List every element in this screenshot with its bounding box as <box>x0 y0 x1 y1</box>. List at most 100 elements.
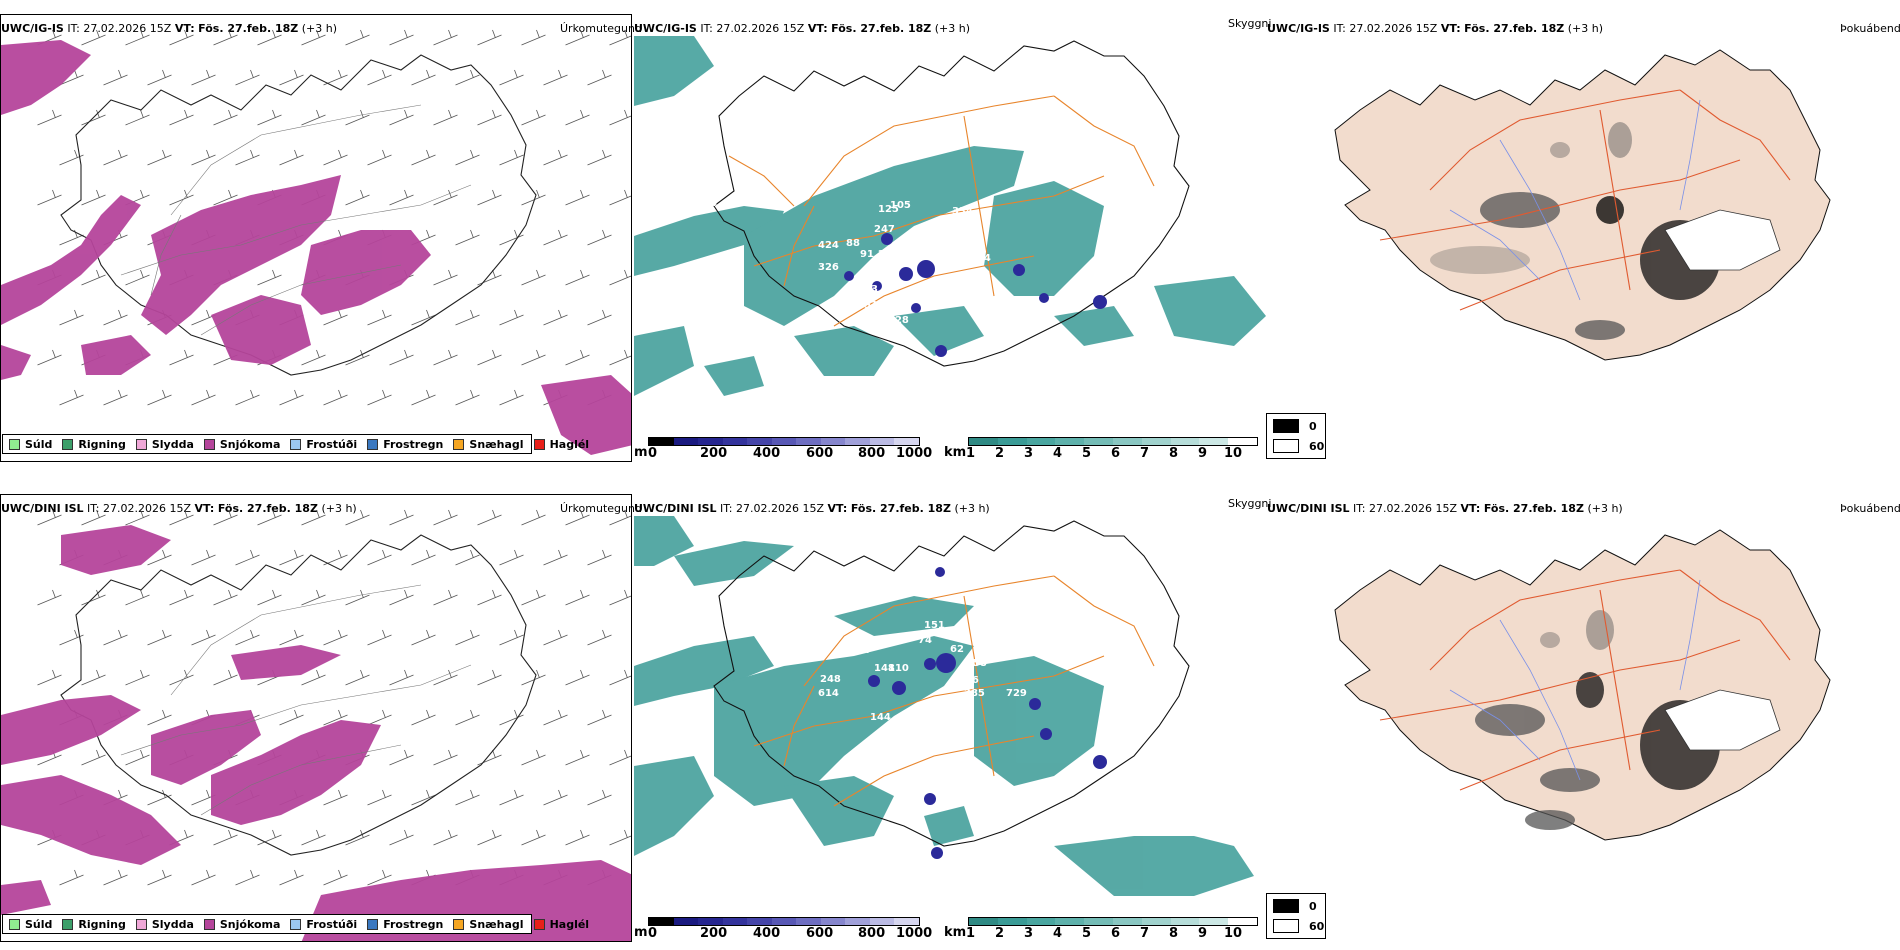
wind-barb <box>169 109 194 126</box>
lead-time: (+3 h) <box>301 22 338 35</box>
visibility-tick: 6 <box>1111 926 1121 941</box>
cloud-base-value-label: 136 <box>874 733 895 744</box>
iceland-outline <box>713 520 1190 847</box>
legend-swatch <box>367 438 379 450</box>
wind-barb <box>125 749 150 766</box>
visibility-tick: 3 <box>1024 446 1034 461</box>
legend-item: Slydda <box>135 437 194 451</box>
visibility-tick: 1 <box>966 446 976 461</box>
roads-orange <box>753 575 1155 807</box>
precip-type-map[interactable] <box>0 494 632 942</box>
roads-red <box>1379 89 1791 311</box>
wind-barb <box>103 629 128 646</box>
snow-areas <box>1 525 631 941</box>
legend-label: Rigning <box>78 437 126 451</box>
wind-barb <box>389 829 414 846</box>
visibility-tick: 7 <box>1140 926 1150 941</box>
visibility-tick: 2 <box>995 446 1005 461</box>
wind-barb <box>543 309 568 326</box>
visibility-panel-title: UWC/DINI ISL IT: 27.02.2026 15Z VT: Fös.… <box>634 502 990 515</box>
wind-barb <box>433 189 458 206</box>
cloud-base-cells <box>868 567 1107 859</box>
legend-label: Rigning <box>78 917 126 931</box>
fog-map[interactable] <box>1300 520 1860 900</box>
wind-barb <box>499 389 524 406</box>
valid-label: VT: <box>194 502 215 515</box>
cloud-base-unit: m <box>634 445 648 460</box>
wind-barb <box>191 629 216 646</box>
visibility-unit: km <box>944 445 967 460</box>
wind-barb <box>323 789 348 806</box>
roads <box>120 104 472 336</box>
cloud-base-value-label: 101 <box>894 752 915 763</box>
glacier-white <box>1664 209 1781 271</box>
wind-barb <box>147 709 172 726</box>
cloud-base-tick: 400 <box>753 446 781 461</box>
cloud-base-value-label: 113 <box>950 235 971 246</box>
fog-map[interactable] <box>1300 40 1860 420</box>
wind-barb <box>433 829 458 846</box>
wind-barb <box>279 389 304 406</box>
wind-barb <box>257 509 282 526</box>
visibility-map[interactable]: 151 78 74 87 62 158 148 110 248 246 285 614 729 144 31… <box>634 516 1266 916</box>
cloud-base-value-label: 51 <box>864 300 878 311</box>
wind-barb <box>543 229 568 246</box>
fog-swatch <box>1273 899 1299 913</box>
wind-barb <box>235 869 260 886</box>
wind-barb <box>103 869 128 886</box>
wind-barb <box>279 869 304 886</box>
legend-item: Súld <box>9 918 52 931</box>
wind-barb <box>147 629 172 646</box>
wind-barb <box>37 589 62 606</box>
wind-barb <box>521 349 546 366</box>
wind-barb <box>565 749 590 766</box>
roads-red <box>1379 569 1791 791</box>
model-name: UWC/IG-IS <box>1 22 64 35</box>
wind-barb <box>411 149 436 166</box>
wind-barb <box>521 669 546 686</box>
cloud-base-tick: 600 <box>806 926 834 941</box>
wind-barb <box>59 389 84 406</box>
wind-barb <box>455 389 480 406</box>
precip-type-map[interactable] <box>0 14 632 462</box>
legend-item: Rigning <box>62 437 126 451</box>
wind-barb <box>279 69 304 86</box>
cloud-base-value-label: 720 <box>906 134 927 145</box>
wind-barb <box>81 749 106 766</box>
legend-item: Frostúði <box>290 918 357 931</box>
visibility-tick: 2 <box>995 926 1005 941</box>
cloud-base-value-label: 246 <box>958 675 979 686</box>
wind-barb <box>609 109 631 126</box>
wind-barb <box>345 29 370 46</box>
valid-label: VT: <box>174 22 195 35</box>
legend-label: Slydda <box>151 437 194 451</box>
wind-barb <box>632 70 633 85</box>
wind-barb <box>191 389 216 406</box>
wind-barb <box>609 669 631 686</box>
valid-label: VT: <box>827 502 848 515</box>
cloud-base-value-label: 324 <box>696 198 717 209</box>
wind-barb <box>169 349 194 366</box>
precip-panel-title: UWC/DINI ISL IT: 27.02.2026 15Z VT: Fös.… <box>1 502 357 515</box>
legend-label: Slydda <box>151 917 194 931</box>
init-time: IT: 27.02.2026 15Z <box>1333 22 1438 35</box>
cloud-base-value-label: 132 <box>954 220 975 231</box>
legend-label: Haglél <box>549 437 590 451</box>
legend-label: Snjókoma <box>219 437 281 451</box>
cloud-base-tick: 600 <box>806 446 834 461</box>
legend-label: Frostúði <box>306 917 358 931</box>
visibility-bar <box>968 437 1258 446</box>
fog-swatch <box>1273 439 1299 453</box>
wind-barb <box>213 509 238 526</box>
visibility-map[interactable]: 324 35 720 117 244 105 334 125 132 247 113 88 424 91 2… <box>634 36 1266 436</box>
wind-barb <box>37 189 62 206</box>
wind-barb <box>323 709 348 726</box>
wind-barb <box>389 669 414 686</box>
wind-barb <box>257 269 282 286</box>
lead-time: (+3 h) <box>934 22 971 35</box>
wind-barb <box>389 749 414 766</box>
lead-time: (+3 h) <box>321 502 357 515</box>
wind-barb <box>521 189 546 206</box>
wind-barb <box>433 349 458 366</box>
visibility-tick: 8 <box>1169 926 1179 941</box>
